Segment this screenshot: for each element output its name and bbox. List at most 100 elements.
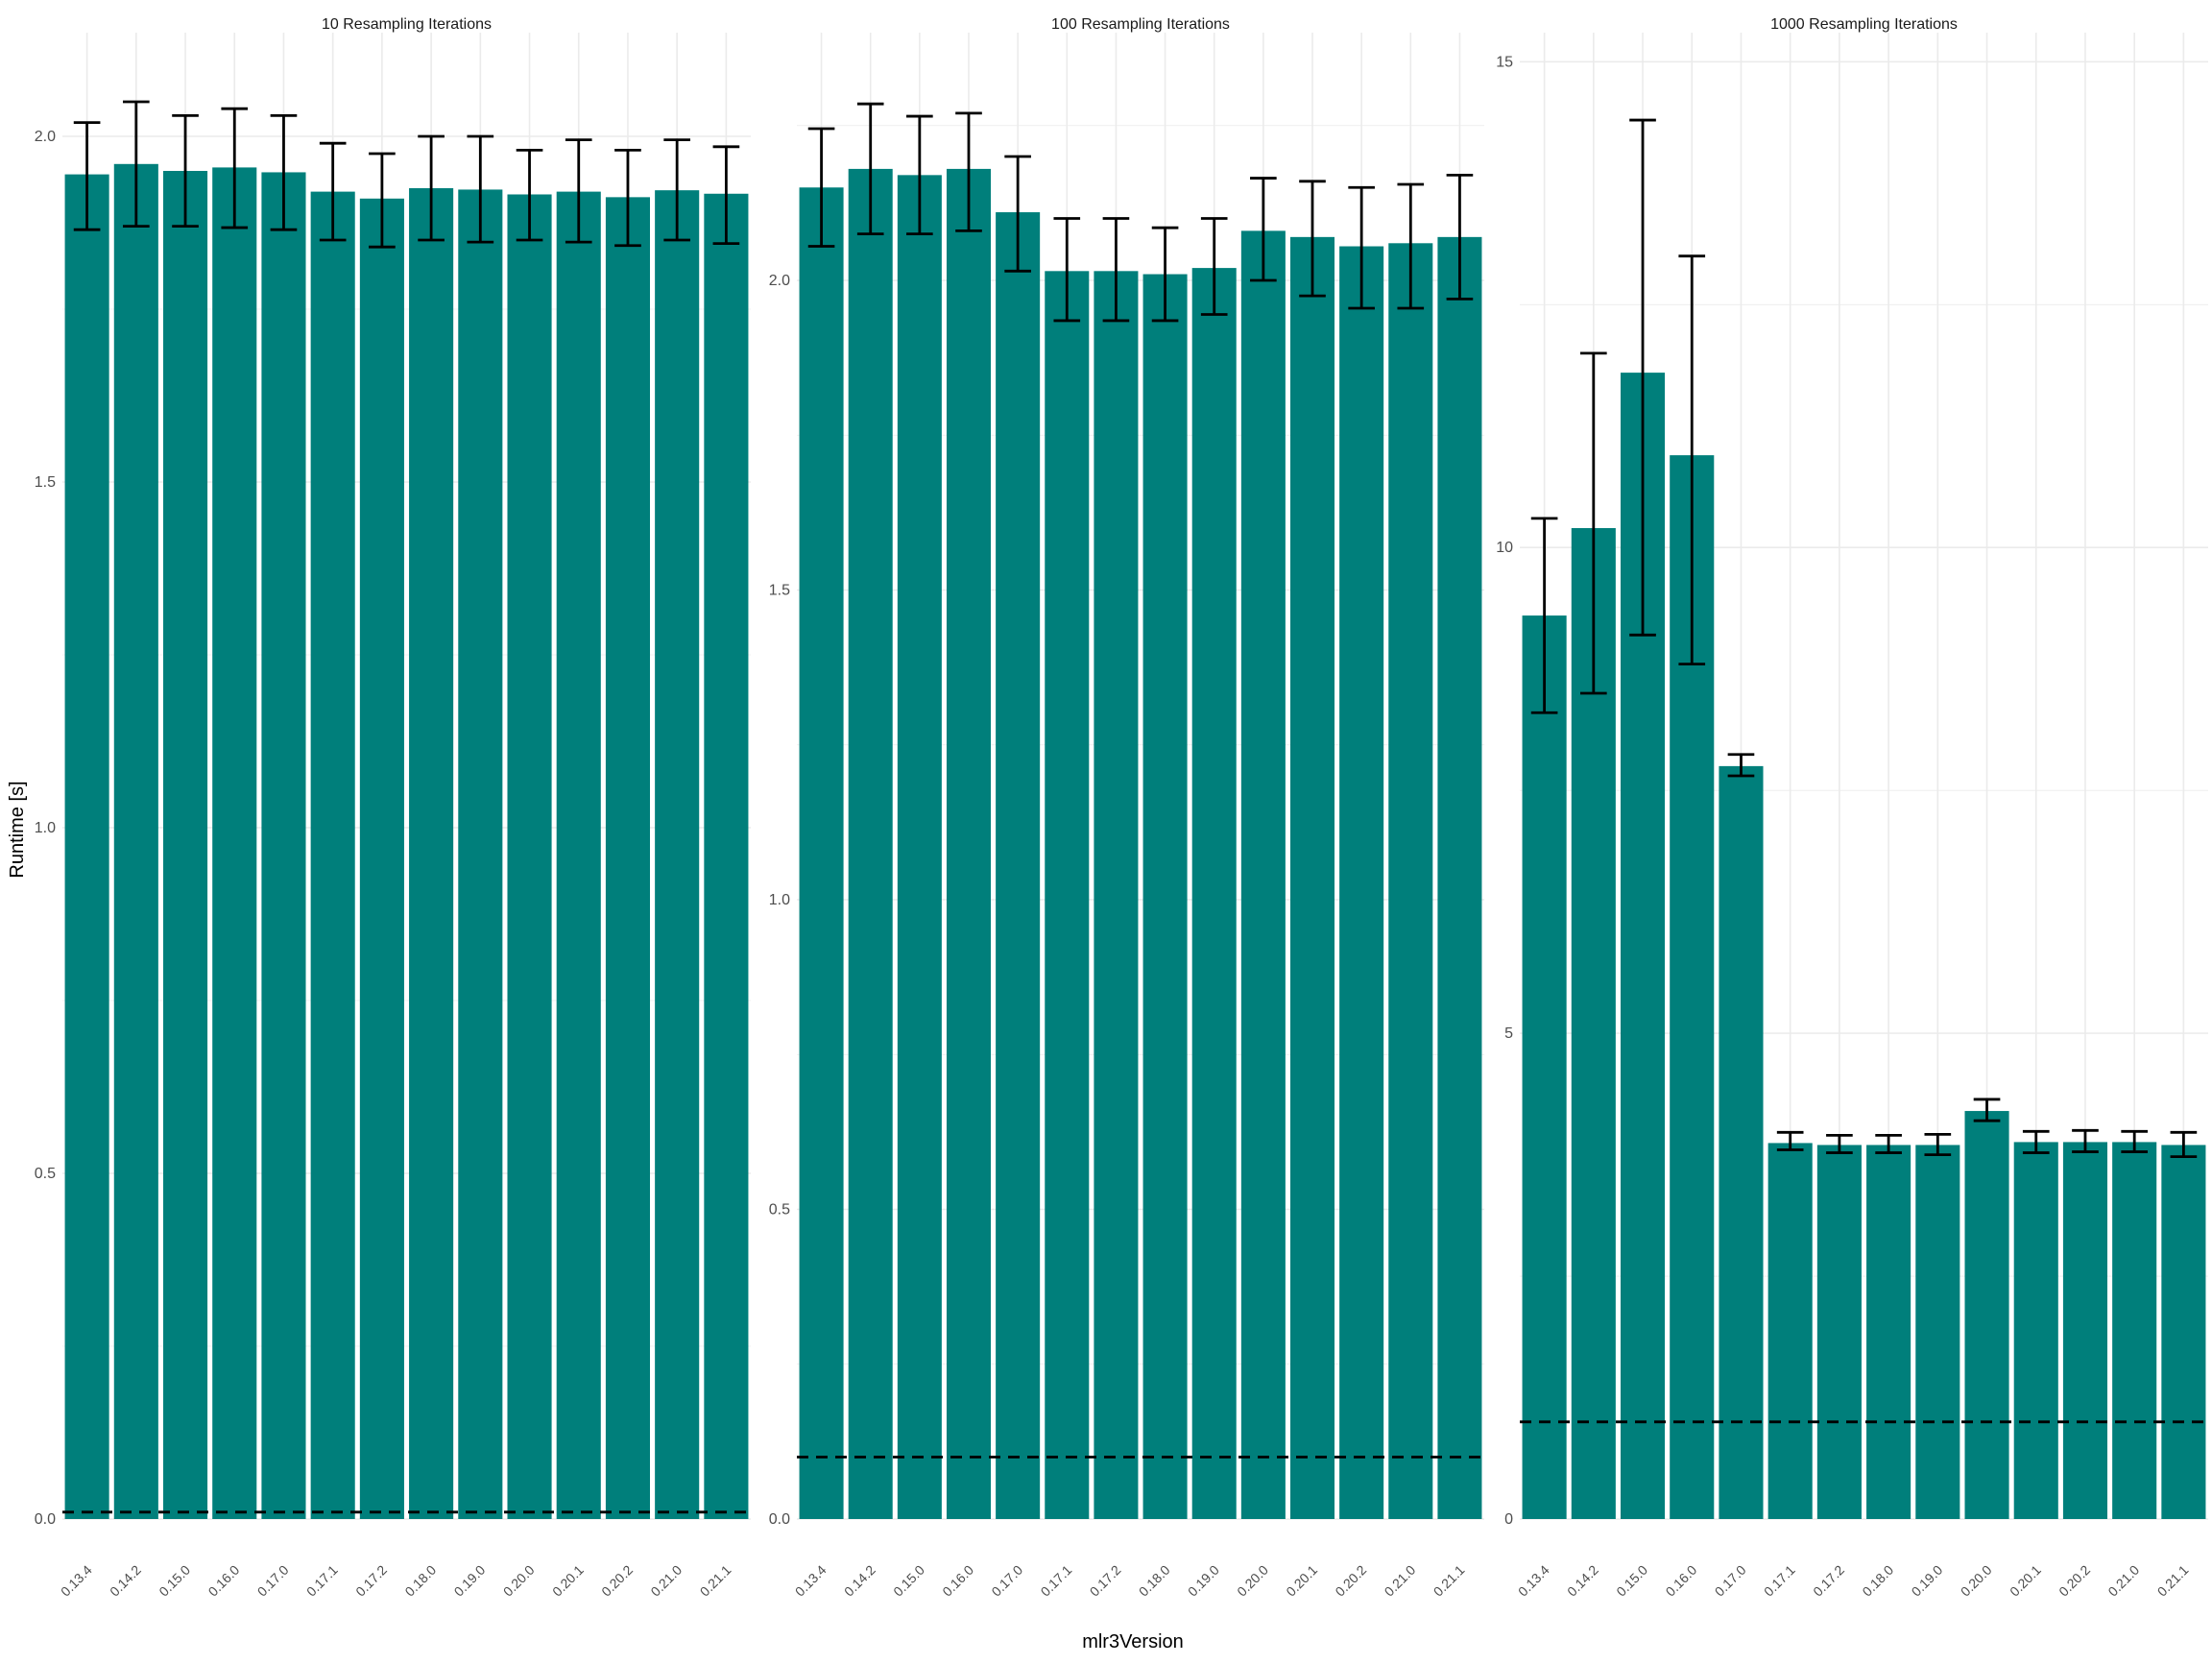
error-bar [1348, 185, 1375, 310]
x-tick-label: 0.20.1 [2007, 1562, 2044, 1600]
bar [1388, 243, 1433, 1519]
error-bar [807, 127, 835, 248]
bar [1045, 271, 1090, 1520]
error-bar [1250, 177, 1277, 282]
y-tick-label: 0.5 [35, 1166, 56, 1182]
error-bar [1299, 180, 1326, 298]
bar [1767, 1143, 1813, 1519]
bar [1339, 246, 1384, 1519]
y-tick-label: 10 [1496, 540, 1513, 556]
x-tick-label: 0.17.0 [988, 1562, 1025, 1600]
x-tick-label: 0.20.1 [1283, 1562, 1320, 1600]
facet-title: 10 Resampling Iterations [322, 16, 492, 33]
error-bar [2072, 1128, 2099, 1153]
x-tick-label: 0.15.0 [156, 1562, 193, 1600]
x-tick-label: 0.20.0 [1234, 1562, 1271, 1600]
error-bar [1004, 155, 1031, 273]
facet-panel: 10 Resampling Iterations 0.0 0.5 1.0 1.5 2.0 0… [35, 16, 751, 1600]
x-tick-label: 0.21.0 [647, 1562, 685, 1600]
x-tick-label: 0.17.1 [1038, 1562, 1075, 1600]
error-bar [467, 134, 494, 244]
error-bar [2121, 1129, 2149, 1153]
x-tick-label: 0.19.0 [1909, 1562, 1946, 1600]
x-tick-label: 0.17.1 [303, 1562, 341, 1600]
error-bar [1973, 1097, 2001, 1122]
bar [655, 190, 700, 1519]
error-bar [1200, 217, 1228, 316]
bar [799, 187, 844, 1519]
bar [556, 191, 601, 1520]
bar [409, 188, 454, 1519]
error-bar [663, 138, 691, 242]
bar [605, 197, 651, 1520]
error-bar [856, 102, 884, 236]
error-bar [1446, 173, 1474, 301]
bar [359, 198, 404, 1519]
error-bar [172, 114, 199, 229]
error-bar [2170, 1130, 2198, 1159]
bar [2161, 1145, 2206, 1519]
error-bar [1629, 118, 1656, 637]
x-tick-label: 0.19.0 [451, 1562, 489, 1600]
bar [897, 175, 942, 1520]
y-tick-label: 1.5 [35, 474, 56, 491]
error-bar [712, 145, 740, 246]
y-tick-label: 2.0 [35, 129, 56, 145]
error-bar [2022, 1129, 2050, 1154]
bar [1142, 274, 1188, 1519]
bar [2062, 1142, 2108, 1519]
error-bar [565, 138, 592, 244]
x-axis-title: mlr3Version [1082, 1631, 1184, 1652]
x-tick-label: 0.14.2 [841, 1562, 878, 1600]
error-bar [614, 148, 641, 248]
bar [64, 174, 109, 1520]
bar [1289, 236, 1335, 1520]
y-tick-label: 0.5 [769, 1202, 790, 1218]
x-tick-label: 0.17.0 [254, 1562, 292, 1600]
x-tick-label: 0.20.1 [549, 1562, 587, 1600]
error-bar [1151, 226, 1179, 323]
error-bar [1875, 1133, 1902, 1154]
bar [2013, 1142, 2058, 1519]
bar [996, 212, 1041, 1519]
error-bar [955, 111, 982, 232]
bar [1094, 271, 1139, 1520]
x-tick-label: 0.20.2 [598, 1562, 636, 1600]
error-bar [319, 141, 347, 242]
bar [1816, 1145, 1862, 1519]
y-tick-label: 0.0 [769, 1511, 790, 1528]
bar [261, 172, 306, 1520]
y-tick-label: 5 [1504, 1025, 1513, 1042]
bar [507, 194, 552, 1520]
x-tick-label: 0.21.0 [1382, 1562, 1419, 1600]
x-tick-label: 0.17.2 [352, 1562, 390, 1600]
y-tick-label: 1.0 [769, 892, 790, 908]
error-bar [1678, 254, 1706, 666]
x-tick-label: 0.15.0 [1613, 1562, 1650, 1600]
x-tick-label: 0.16.0 [1663, 1562, 1700, 1600]
bar [113, 163, 158, 1519]
x-tick-label: 0.16.0 [939, 1562, 976, 1600]
error-bar [1924, 1132, 1952, 1156]
facet-title: 1000 Resampling Iterations [1770, 16, 1958, 33]
error-bar [418, 134, 445, 242]
bar [310, 191, 355, 1520]
x-tick-label: 0.13.4 [1515, 1562, 1552, 1600]
error-bar [906, 114, 933, 236]
error-bar [516, 148, 543, 242]
y-tick-label: 2.0 [769, 273, 790, 289]
facet-title: 100 Resampling Iterations [1051, 16, 1230, 33]
bar [1964, 1111, 2009, 1519]
x-tick-label: 0.20.2 [2056, 1562, 2093, 1600]
x-tick-label: 0.17.2 [1810, 1562, 1847, 1600]
bar [1915, 1145, 1960, 1519]
x-tick-label: 0.14.2 [107, 1562, 144, 1600]
x-tick-label: 0.14.2 [1564, 1562, 1601, 1600]
error-bar [1826, 1133, 1853, 1154]
facet-panel: 100 Resampling Iterations 0.0 0.5 1.0 1.5 2.0… [769, 16, 1484, 1600]
bar [1240, 230, 1286, 1519]
x-tick-label: 0.17.2 [1087, 1562, 1124, 1600]
bar [848, 168, 893, 1519]
